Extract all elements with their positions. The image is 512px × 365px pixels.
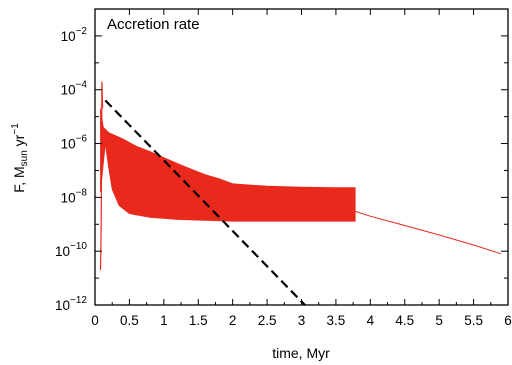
y-tick-label-0: 10−2 [61, 26, 88, 44]
y-tick-label-3: 10−8 [61, 187, 88, 205]
red-series-band [100, 108, 356, 222]
x-tick-label-3: 1.5 [189, 313, 208, 328]
x-tick-label-1: 0.5 [120, 313, 139, 328]
y-axis-title-unit: yr [11, 134, 27, 150]
x-tick-label-12: 6 [504, 313, 512, 328]
y-axis-title-base: F, M [11, 166, 27, 192]
y-tick-label-5: 10−12 [55, 295, 87, 313]
y-tick-label-base: 10 [61, 190, 76, 205]
x-tick-label-4: 2 [229, 313, 237, 328]
y-tick-label-base: 10 [61, 83, 76, 98]
y-tick-label-exponent: −12 [70, 295, 87, 306]
y-tick-label-exponent: −8 [76, 187, 88, 198]
x-tick-label-2: 1 [160, 313, 168, 328]
x-tick-label-9: 4.5 [395, 313, 414, 328]
y-tick-label-base: 10 [61, 29, 76, 44]
red-series-spike [99, 81, 104, 271]
y-axis-title-sub: sun [19, 150, 30, 166]
y-tick-label-exponent: −2 [76, 26, 88, 37]
y-axis-title-exp: −1 [10, 123, 21, 135]
x-tick-label-11: 5.5 [464, 313, 483, 328]
y-axis-title: F, Msun yr−1 [10, 123, 30, 193]
y-tick-label-base: 10 [61, 137, 76, 152]
y-tick-label-2: 10−6 [61, 134, 88, 152]
y-tick-label-exponent: −4 [76, 80, 88, 91]
plot-frame [94, 8, 509, 306]
x-tick-label-8: 4 [367, 313, 375, 328]
y-tick-label-exponent: −6 [76, 134, 88, 145]
axes-layer: 0 0.5 1 1.5 2 2.5 3 3.5 4 4.5 5 5.5 610−210−410−610−… [55, 9, 512, 328]
y-tick-label-base: 10 [55, 298, 70, 313]
chart-title: Accretion rate [107, 16, 200, 33]
x-tick-label-7: 3.5 [327, 313, 346, 328]
y-tick-label-base: 10 [55, 244, 70, 259]
x-tick-label-6: 3 [298, 313, 306, 328]
x-tick-label-5: 2.5 [258, 313, 277, 328]
black-dashed-series [104, 99, 306, 306]
y-tick-label-4: 10−10 [55, 241, 87, 259]
red-series-tail [355, 210, 502, 255]
y-tick-label-1: 10−4 [61, 80, 88, 98]
plot-data-layer [99, 81, 502, 306]
y-tick-label-exponent: −10 [70, 241, 87, 252]
x-tick-label-10: 5 [435, 313, 443, 328]
x-tick-label-0: 0 [91, 313, 99, 328]
x-axis-title: time, Myr [272, 345, 330, 361]
